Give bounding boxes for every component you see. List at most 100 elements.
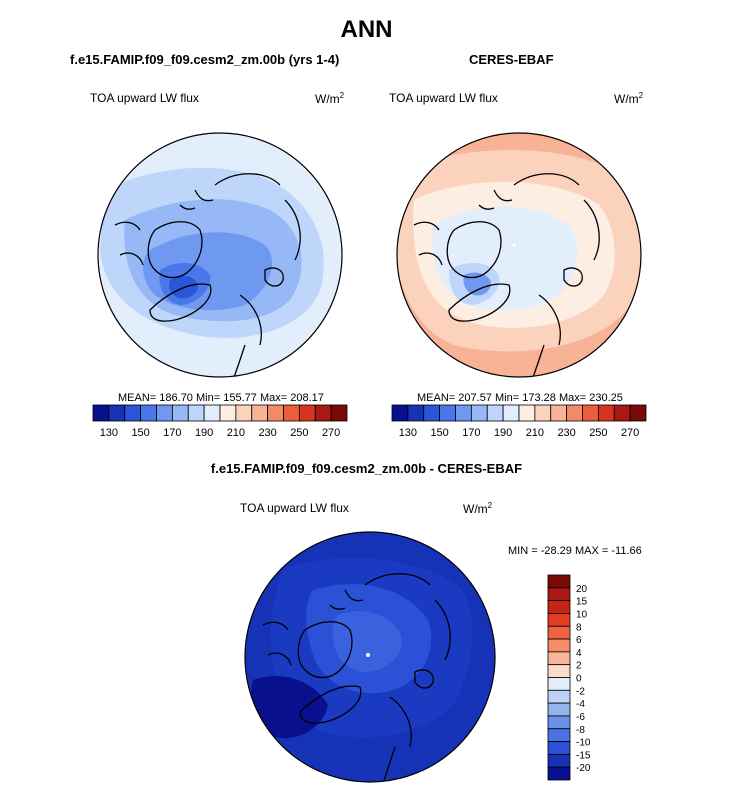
colorbar-box [547,766,571,781]
colorbar-tick-label: -6 [576,712,585,723]
colorbar-box [547,574,571,589]
colorbar-tick-label: 170 [462,427,480,439]
colorbar-box [219,404,237,422]
panel2-stats: MEAN= 207.57 Min= 173.28 Max= 230.25 [417,392,623,404]
colorbar-box [235,404,253,422]
colorbar-box [124,404,142,422]
panel3-units: W/m2 [463,501,493,516]
colorbar-tick-label: 150 [131,427,149,439]
colorbar-tick-label: -15 [576,750,591,761]
colorbar-tick-label: 2 [576,661,582,672]
colorbar-tick-label: 15 [576,597,588,608]
colorbar-box [547,753,571,768]
panel1-map-border [97,132,343,378]
colorbar-box [171,404,189,422]
colorbar-box [439,404,456,422]
panel2-field-zone-200 [432,206,578,311]
colorbar-box [267,404,284,422]
colorbar-tick-label: -20 [576,763,591,774]
colorbar-box [391,404,409,422]
colorbar-box [547,651,571,666]
panel2-variable-label: TOA upward LW flux [389,91,498,105]
panel1-variable-label: TOA upward LW flux [90,91,199,105]
colorbar-tick-label: 170 [163,427,181,439]
colorbar-box [518,404,536,422]
panel1-colorbar: 130 150 170 190 210 230 250 270 [92,404,348,439]
colorbar-box [423,404,441,422]
colorbar-box [470,404,488,422]
colorbar-box [547,613,571,627]
colorbar-tick-label: 230 [258,427,276,439]
colorbar-tick-label: 6 [576,635,582,646]
panel2-map-border [396,132,642,378]
panel1-case-title: f.e15.FAMIP.f09_f09.cesm2_zm.00b (yrs 1-… [70,52,340,67]
colorbar-box [582,404,599,422]
colorbar-tick-label: -2 [576,686,585,697]
colorbar-tick-label: 190 [494,427,512,439]
panel3-pole-marker [366,653,370,657]
colorbar-box [547,728,571,742]
colorbar-tick-label: 130 [399,427,417,439]
colorbar-box [298,404,316,422]
colorbar-box [597,404,615,422]
panel1-stats: MEAN= 186.70 Min= 155.77 Max= 208.17 [118,392,324,404]
colorbar-tick-label: -8 [576,725,585,736]
colorbar-box [187,404,205,422]
colorbar-box [330,404,348,422]
colorbar-tick-label: 270 [322,427,340,439]
panel1-polar-map [97,132,343,378]
colorbar-tick-label: 190 [195,427,213,439]
colorbar-tick-label: 4 [576,648,582,659]
colorbar-box [550,404,568,422]
colorbar-tick-label: 210 [227,427,245,439]
colorbar-box [547,625,571,640]
colorbar-box [547,689,571,704]
panel2-pole-marker [512,243,516,247]
colorbar-box [156,404,173,422]
panel3-stats: MIN = -28.29 MAX = -11.66 [508,545,642,557]
colorbar-box [108,404,126,422]
colorbar-box [534,404,552,422]
colorbar-box [613,404,631,422]
colorbar-tick-label: 8 [576,622,582,633]
colorbar-tick-label: 130 [100,427,118,439]
panel2-colorbar: 130 150 170 190 210 230 250 270 [391,404,647,439]
colorbar-tick-label: 10 [576,609,588,620]
colorbar-box [502,404,520,422]
colorbar-box [547,600,571,614]
colorbar-tick-label: 210 [526,427,544,439]
colorbar-box [566,404,583,422]
colorbar-tick-label: 0 [576,674,582,685]
panel2-coastlines [413,173,600,377]
colorbar-tick-label: 250 [589,427,607,439]
panel3-map-border [244,531,496,783]
colorbar-box [251,404,269,422]
colorbar-box [407,404,425,422]
panel1-coastlines [114,173,301,377]
colorbar-box [455,404,472,422]
panel3-coastlines [262,573,451,782]
colorbar-box [547,638,571,653]
panel3-field-zone-c [332,611,402,672]
colorbar-tick-label: 150 [430,427,448,439]
colorbar-box [140,404,157,422]
colorbar-box [486,404,504,422]
colorbar-box [547,664,571,678]
colorbar-box [283,404,300,422]
colorbar-box [203,404,221,422]
colorbar-box [547,587,571,602]
colorbar-tick-label: -4 [576,699,585,710]
colorbar-tick-label: 230 [557,427,575,439]
colorbar-box [547,702,571,717]
panel2-units: W/m2 [614,91,644,106]
colorbar-tick-label: -10 [576,738,591,749]
colorbar-box [547,677,571,691]
colorbar-box [314,404,332,422]
colorbar-box [629,404,647,422]
panel3-variable-label: TOA upward LW flux [240,501,349,515]
panel2-case-title: CERES-EBAF [469,52,554,67]
colorbar-box [547,741,571,755]
panel3-polar-map [244,531,496,783]
panel3-case-title: f.e15.FAMIP.f09_f09.cesm2_zm.00b - CERES… [210,461,523,476]
